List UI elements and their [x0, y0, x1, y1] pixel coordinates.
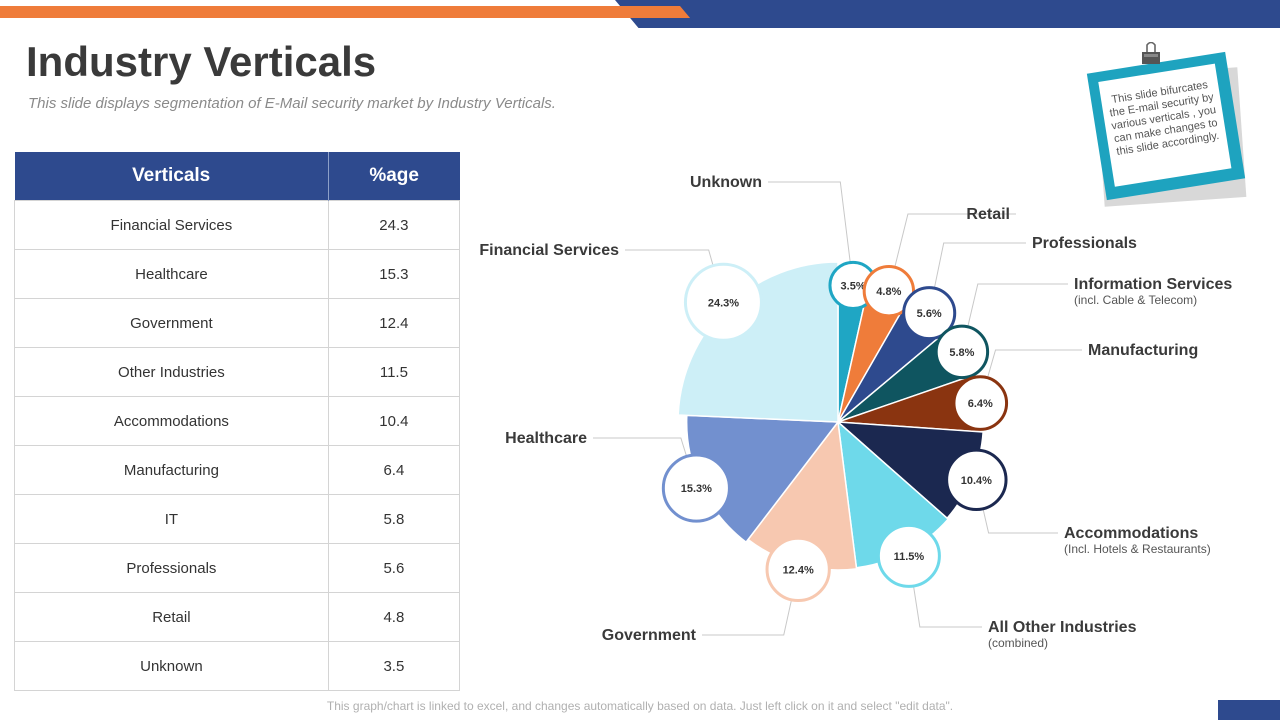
top-banner-orange: [0, 6, 640, 18]
data-label: 15.3%: [681, 483, 712, 495]
vertical-cell: Other Industries: [14, 347, 329, 397]
sticky-note-text: This slide bifurcates the E-mail securit…: [1098, 63, 1232, 187]
percentage-cell: 3.5: [327, 641, 461, 691]
value-bubble: [876, 523, 941, 588]
value-bubble: [934, 324, 990, 380]
column-header-verticals: Verticals: [14, 152, 329, 201]
percentage-cell: 5.6: [327, 543, 461, 593]
verticals-table: Verticals %age Financial Services 24.3 He…: [14, 152, 461, 691]
page-title: Industry Verticals: [26, 38, 377, 85]
leader-line: [888, 213, 1016, 292]
percentage-cell: 12.4: [327, 298, 461, 348]
vertical-cell: Healthcare: [14, 249, 329, 299]
slice-label: Professionals: [1032, 235, 1137, 252]
data-label: 11.5%: [894, 551, 925, 563]
vertical-cell: Retail: [14, 592, 329, 642]
value-bubble: [902, 286, 957, 341]
table-row: Other Industries 11.5: [14, 347, 461, 397]
vertical-cell: Manufacturing: [14, 445, 329, 495]
slice-label: Unknown: [690, 174, 762, 191]
data-label: 5.8%: [949, 347, 974, 359]
page-subtitle: This slide displays segmentation of E-Ma…: [28, 95, 556, 112]
slice-sublabel: (Incl. Hotels & Restaurants): [1064, 542, 1211, 556]
percentage-cell: 5.8: [327, 494, 461, 544]
table-row: Unknown 3.5: [14, 641, 461, 691]
binder-clip-icon: [1142, 42, 1160, 64]
value-bubble: [683, 262, 763, 342]
data-label: 10.4%: [961, 475, 992, 487]
slice-label: Government: [602, 627, 697, 644]
vertical-cell: Professionals: [14, 543, 329, 593]
value-bubble: [661, 453, 731, 523]
table-row: Professionals 5.6: [14, 543, 461, 593]
slice-sublabel: (incl. Cable & Telecom): [1074, 293, 1197, 307]
data-label: 24.3%: [708, 297, 739, 309]
slice-label: Information Services: [1074, 276, 1232, 293]
top-banner-blue: [640, 0, 1280, 28]
column-header-percentage: %age: [328, 152, 460, 201]
vertical-cell: Unknown: [14, 641, 329, 691]
sticky-note: This slide bifurcates the E-mail securit…: [1086, 51, 1246, 201]
slice-label: Accommodations: [1064, 525, 1198, 542]
table-row: Accommodations 10.4: [14, 396, 461, 446]
data-label: 6.4%: [968, 398, 993, 410]
value-bubble: [765, 536, 831, 603]
table-row: Manufacturing 6.4: [14, 445, 461, 495]
data-label: 12.4%: [783, 564, 814, 576]
slice-label: All Other Industries: [988, 619, 1137, 636]
value-bubble: [945, 448, 1008, 512]
vertical-cell: Accommodations: [14, 396, 329, 446]
percentage-cell: 4.8: [327, 592, 461, 642]
slice-label: Retail: [966, 206, 1010, 223]
data-label: 4.8%: [876, 286, 901, 298]
data-label: 5.6%: [917, 308, 942, 320]
slice-label: Financial Services: [479, 242, 619, 259]
table-row: Retail 4.8: [14, 592, 461, 642]
leader-line: [768, 181, 854, 286]
value-bubble: [952, 375, 1009, 431]
data-label: 3.5%: [841, 280, 866, 292]
slice-label: Manufacturing: [1088, 342, 1198, 359]
footer-note: This graph/chart is linked to excel, and…: [326, 699, 954, 713]
slice-label: Healthcare: [505, 430, 587, 447]
bottom-banner: [1218, 700, 1280, 720]
slice-sublabel: (combined): [988, 636, 1048, 650]
